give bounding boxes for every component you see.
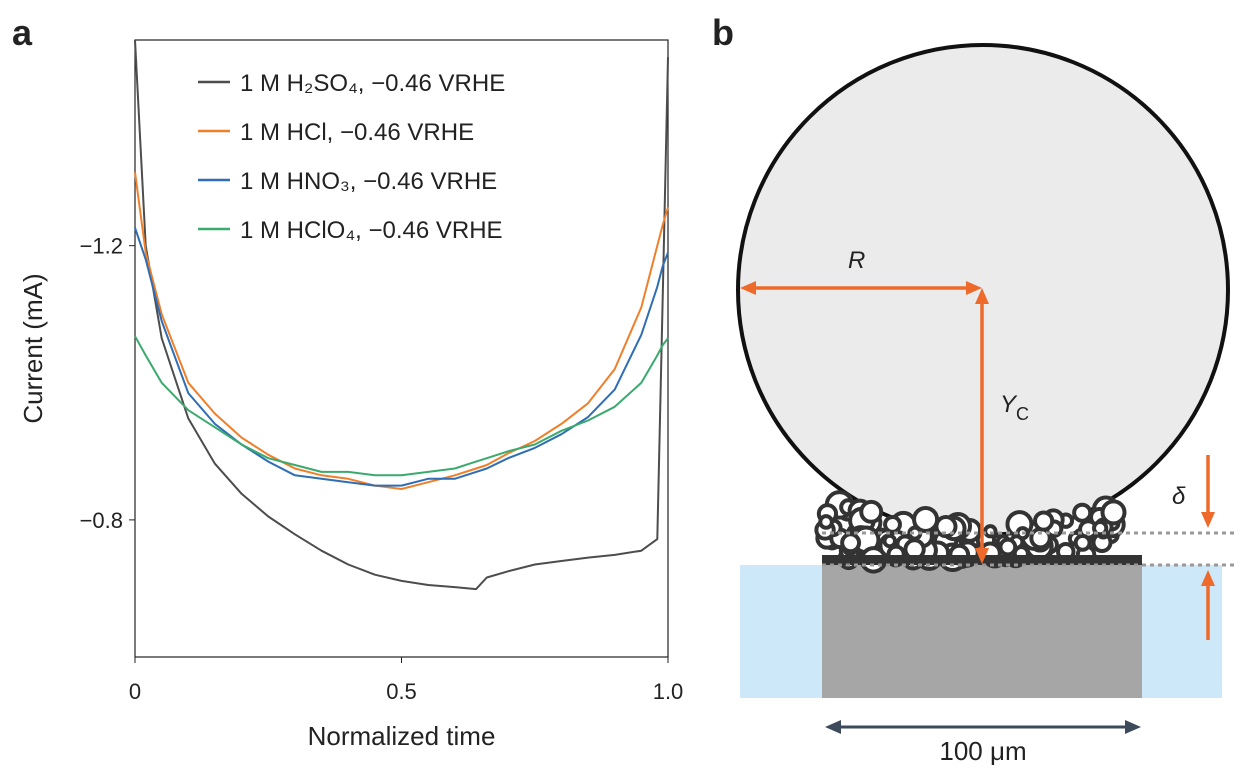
particle bbox=[859, 499, 884, 524]
y-tick-label: −1.2 bbox=[80, 234, 123, 259]
x-axis-label: Normalized time bbox=[308, 721, 496, 751]
scale-label: 100 μm bbox=[939, 736, 1026, 766]
particle bbox=[1073, 533, 1092, 552]
x-tick-label: 0.5 bbox=[386, 679, 417, 704]
legend-label: 1 M HClO₄, −0.46 VRHE bbox=[240, 217, 503, 244]
panel-label: b bbox=[712, 12, 734, 53]
panel-label: a bbox=[12, 12, 33, 53]
height-label-main: Y bbox=[1000, 391, 1018, 418]
x-tick-label: 1.0 bbox=[653, 679, 684, 704]
legend-label: 1 M H₂SO₄, −0.46 VRHE bbox=[240, 70, 505, 97]
height-label: YC bbox=[1000, 391, 1029, 424]
scale-bar bbox=[825, 720, 1141, 734]
particle bbox=[882, 533, 897, 549]
radius-label: R bbox=[848, 247, 865, 274]
particle bbox=[1033, 510, 1055, 532]
electrode bbox=[822, 565, 1142, 698]
particle bbox=[1092, 520, 1109, 537]
y-axis-label: Current (mA) bbox=[18, 273, 48, 423]
particle bbox=[998, 537, 1018, 557]
legend-label: 1 M HCl, −0.46 VRHE bbox=[240, 119, 474, 146]
series-line bbox=[134, 227, 669, 487]
gap-label: δ bbox=[1172, 483, 1186, 510]
series-line bbox=[134, 335, 669, 477]
diagram: R YC δ 100 μm bbox=[736, 43, 1235, 766]
particle bbox=[1072, 502, 1093, 523]
particle bbox=[818, 514, 834, 530]
series-line bbox=[134, 39, 669, 591]
legend-label: 1 M HNO₃, −0.46 VRHE bbox=[240, 168, 497, 195]
particle bbox=[883, 514, 902, 534]
particle bbox=[840, 532, 862, 554]
particle bbox=[912, 505, 940, 533]
series-line bbox=[134, 172, 669, 490]
particle bbox=[1100, 499, 1127, 526]
height-label-sub: C bbox=[1016, 404, 1029, 424]
arrows bbox=[740, 281, 1215, 640]
particle bbox=[983, 524, 998, 539]
x-tick-label: 0 bbox=[129, 679, 141, 704]
y-tick-label: −0.8 bbox=[80, 508, 123, 533]
